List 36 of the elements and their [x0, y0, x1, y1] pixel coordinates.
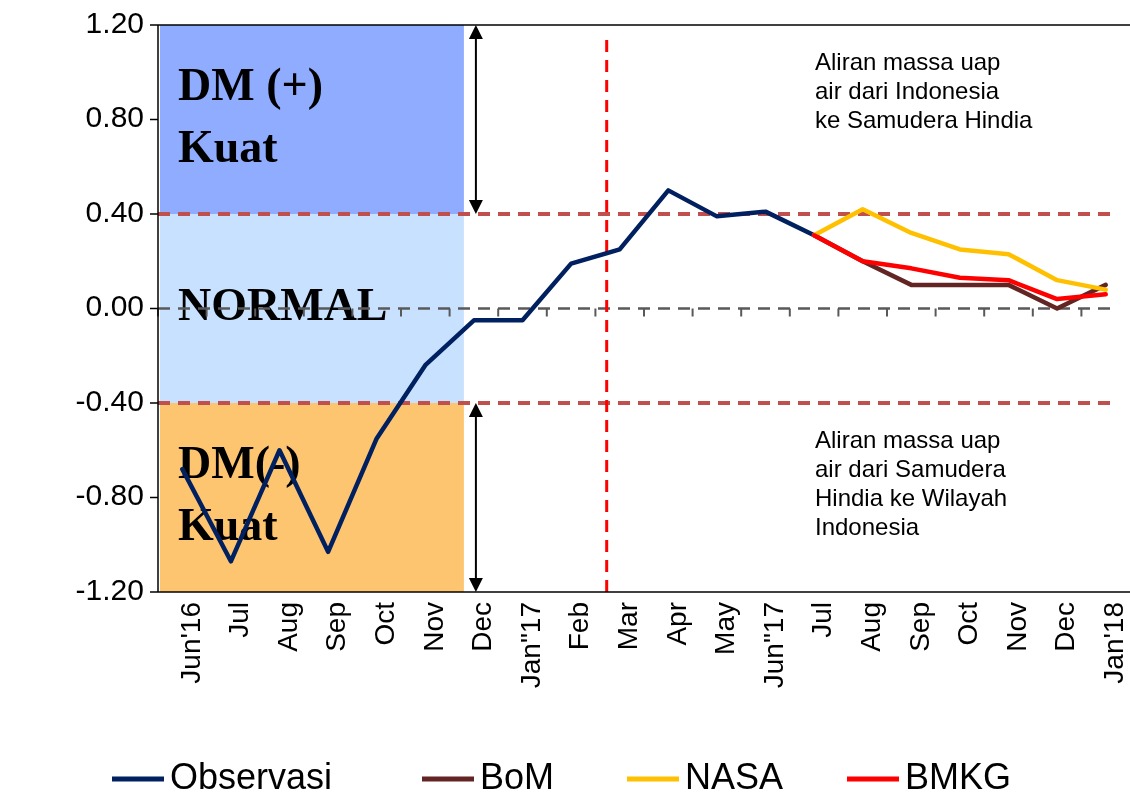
x-tick-label: Mar — [612, 602, 644, 651]
x-tick-label: Dec — [466, 602, 498, 652]
y-tick-label: 0.00 — [85, 289, 144, 323]
y-tick-label: 0.40 — [85, 194, 144, 228]
legend-label: BoM — [480, 755, 555, 797]
x-tick-label: Aug — [855, 602, 887, 652]
x-tick-label: Feb — [563, 602, 595, 651]
line-series — [180, 188, 817, 564]
annotation: Aliran massa uap air dari Indonesia ke Samudera Hindia — [815, 48, 1034, 133]
x-tick-label: Sep — [903, 602, 935, 652]
annotation: Aliran massa uap air dari Samudera Hindia ke Wilayah Indonesia — [815, 426, 1008, 540]
x-tick-label: May — [709, 602, 741, 655]
y-tick-label: 1.20 — [85, 5, 144, 39]
y-tick-label: -1.20 — [75, 572, 144, 606]
x-tick-label: Dec — [1049, 602, 1081, 652]
band-label: DM (+) Kuat — [178, 58, 323, 172]
x-tick-label: Oct — [952, 601, 984, 646]
x-tick-label: Jun'16 — [174, 602, 206, 684]
y-tick-label: -0.80 — [75, 478, 144, 512]
legend-label: NASA — [685, 755, 784, 797]
legend-label: Observasi — [170, 755, 333, 797]
x-tick-label: Nov — [1000, 602, 1032, 652]
x-tick-label: Jan"17 — [514, 602, 546, 689]
x-tick-label: Jul — [806, 602, 838, 638]
x-tick-label: Oct — [369, 601, 401, 646]
x-tick-label: Sep — [320, 602, 352, 652]
x-tick-label: Jun"17 — [757, 602, 789, 689]
line-series — [811, 207, 1108, 292]
x-tick-label: Jul — [223, 602, 255, 638]
x-tick-label: Apr — [660, 602, 692, 646]
x-tick-label: Nov — [417, 602, 449, 652]
legend-label: BMKG — [905, 755, 1012, 797]
y-tick-label: -0.40 — [75, 383, 144, 417]
x-tick-label: Jan'18 — [1098, 602, 1130, 684]
x-tick-label: Aug — [271, 602, 303, 652]
y-tick-label: 0.80 — [85, 100, 144, 134]
